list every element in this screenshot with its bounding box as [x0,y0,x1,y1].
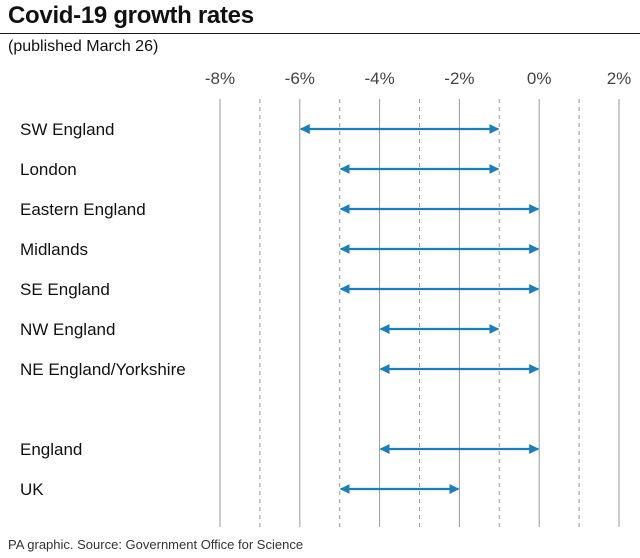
x-tick-label: -8% [205,69,235,88]
source-note: PA graphic. Source: Government Office fo… [8,537,304,552]
x-tick-label: 2% [607,69,632,88]
range-arrows [299,124,540,494]
title-divider [0,33,640,34]
chart-subtitle: (published March 26) [8,38,159,55]
row-label: SW England [20,120,115,139]
x-tick-label: -4% [364,69,394,88]
row-label: Midlands [20,240,88,259]
row-label: England [20,440,82,459]
row-label: NE England/Yorkshire [20,360,186,379]
x-tick-label: -2% [444,69,474,88]
x-axis-ticks: -8% -6% -4% -2% 0% 2% [205,69,631,88]
row-label: London [20,160,77,179]
x-tick-label: 0% [527,69,552,88]
row-labels: SW England London Eastern England Midlands S… [20,120,186,499]
row-label: NW England [20,320,115,339]
grid-layer [219,99,620,527]
row-label: Eastern England [20,200,146,219]
row-label: UK [20,480,44,499]
chart-title: Covid-19 growth rates [8,2,254,29]
row-label: SE England [20,280,110,299]
x-tick-label: -6% [285,69,315,88]
